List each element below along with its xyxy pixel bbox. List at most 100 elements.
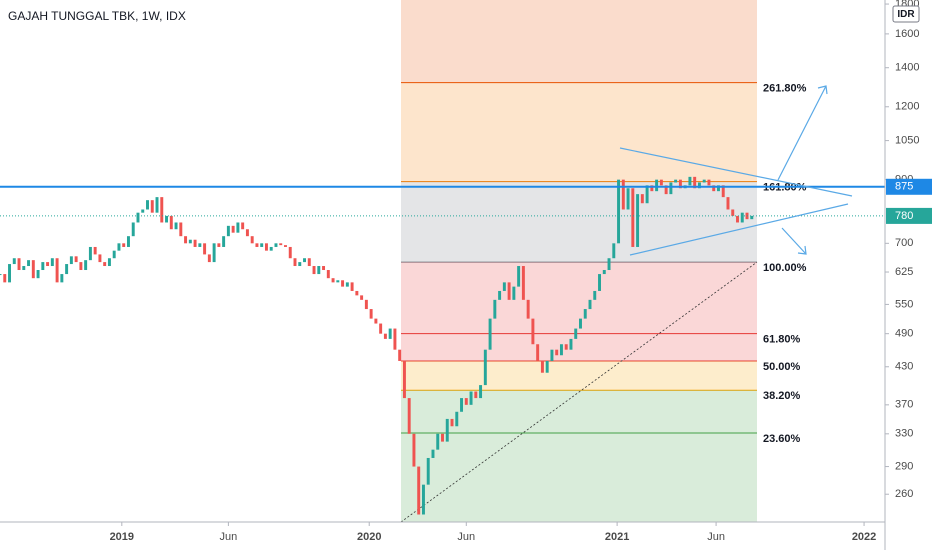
currency-box[interactable] bbox=[892, 5, 920, 23]
candle bbox=[0, 274, 2, 276]
candle bbox=[188, 239, 192, 244]
x-tick-label: Jun bbox=[707, 531, 725, 543]
candle bbox=[50, 258, 54, 267]
candle bbox=[184, 236, 188, 244]
candle bbox=[317, 266, 321, 275]
candle bbox=[678, 179, 682, 189]
candle bbox=[688, 176, 692, 186]
fib-trend bbox=[400, 261, 758, 523]
y-tick-label: 625 bbox=[895, 266, 913, 278]
candle bbox=[245, 229, 249, 237]
candle bbox=[350, 282, 354, 291]
x-tick-label: 2021 bbox=[605, 531, 629, 543]
candle bbox=[326, 270, 330, 279]
candle bbox=[231, 225, 235, 233]
candle bbox=[460, 398, 464, 412]
y-tick-label: 1400 bbox=[895, 62, 919, 74]
candle bbox=[402, 360, 406, 399]
candle bbox=[517, 266, 521, 287]
candle bbox=[74, 256, 78, 263]
candle bbox=[198, 243, 202, 247]
candle bbox=[731, 209, 735, 216]
y-tick-label: 370 bbox=[895, 399, 913, 411]
y-tick-label: 430 bbox=[895, 361, 913, 373]
candle bbox=[645, 185, 649, 204]
candle bbox=[322, 266, 326, 271]
candle bbox=[607, 258, 611, 271]
candle bbox=[360, 295, 364, 300]
fib-zone bbox=[401, 390, 757, 434]
currency[interactable]: IDR bbox=[897, 9, 915, 20]
fib-zone bbox=[401, 333, 757, 361]
fib-label: 261.80% bbox=[763, 83, 807, 95]
candle bbox=[303, 258, 306, 263]
candle bbox=[217, 243, 221, 247]
candle bbox=[17, 258, 21, 271]
candle bbox=[693, 176, 697, 189]
candle bbox=[721, 185, 725, 198]
candle bbox=[141, 209, 145, 213]
candle bbox=[260, 243, 264, 247]
candle bbox=[336, 280, 340, 283]
candle bbox=[707, 179, 711, 186]
candle bbox=[736, 215, 739, 223]
candle bbox=[555, 349, 559, 356]
candle bbox=[464, 398, 468, 405]
candle bbox=[631, 188, 635, 247]
last-price-tag bbox=[886, 207, 932, 224]
candle bbox=[583, 309, 587, 319]
candle bbox=[65, 264, 69, 275]
candle bbox=[526, 299, 530, 319]
x-tick-label: Jun bbox=[457, 531, 475, 543]
candle bbox=[712, 185, 716, 192]
chart-title: GAJAH TUNGGAL TBK, 1W, IDX bbox=[8, 9, 186, 23]
arrow-down bbox=[781, 227, 807, 255]
candle bbox=[293, 258, 297, 267]
candle bbox=[331, 278, 335, 283]
candle bbox=[421, 484, 425, 515]
arrow-up-head bbox=[817, 85, 828, 95]
candle bbox=[179, 222, 183, 237]
fib-zone bbox=[401, 433, 757, 522]
candle bbox=[579, 318, 582, 329]
candle bbox=[126, 236, 130, 247]
candle bbox=[750, 215, 754, 220]
candle bbox=[536, 344, 540, 361]
candle bbox=[550, 349, 554, 361]
candle bbox=[345, 282, 349, 287]
candle bbox=[307, 258, 311, 267]
candle bbox=[493, 299, 497, 319]
candle bbox=[46, 262, 50, 267]
candle bbox=[79, 262, 83, 271]
candle bbox=[60, 274, 64, 283]
candle bbox=[269, 246, 273, 251]
candle bbox=[264, 243, 268, 251]
candle bbox=[598, 274, 601, 291]
candle bbox=[659, 179, 663, 186]
candle bbox=[236, 222, 240, 233]
x-tick-label: 2020 bbox=[357, 531, 381, 543]
candle bbox=[636, 194, 640, 247]
candle bbox=[207, 254, 211, 263]
candle bbox=[498, 290, 502, 300]
candle bbox=[136, 212, 140, 223]
candle bbox=[545, 360, 549, 373]
candle bbox=[226, 225, 230, 237]
candle bbox=[117, 243, 121, 251]
candle bbox=[521, 266, 525, 300]
arrow-down-head bbox=[797, 245, 807, 255]
candle bbox=[31, 260, 35, 279]
candle bbox=[507, 282, 511, 300]
candle bbox=[664, 185, 668, 195]
candle bbox=[455, 411, 459, 427]
candle bbox=[98, 254, 102, 263]
candle bbox=[655, 179, 659, 192]
candle bbox=[22, 266, 26, 271]
candle bbox=[383, 333, 387, 339]
fib-label: 38.20% bbox=[763, 390, 801, 402]
candle bbox=[469, 391, 473, 405]
y-tick-label: 700 bbox=[895, 237, 913, 249]
candle bbox=[479, 385, 483, 399]
candle bbox=[374, 318, 378, 324]
